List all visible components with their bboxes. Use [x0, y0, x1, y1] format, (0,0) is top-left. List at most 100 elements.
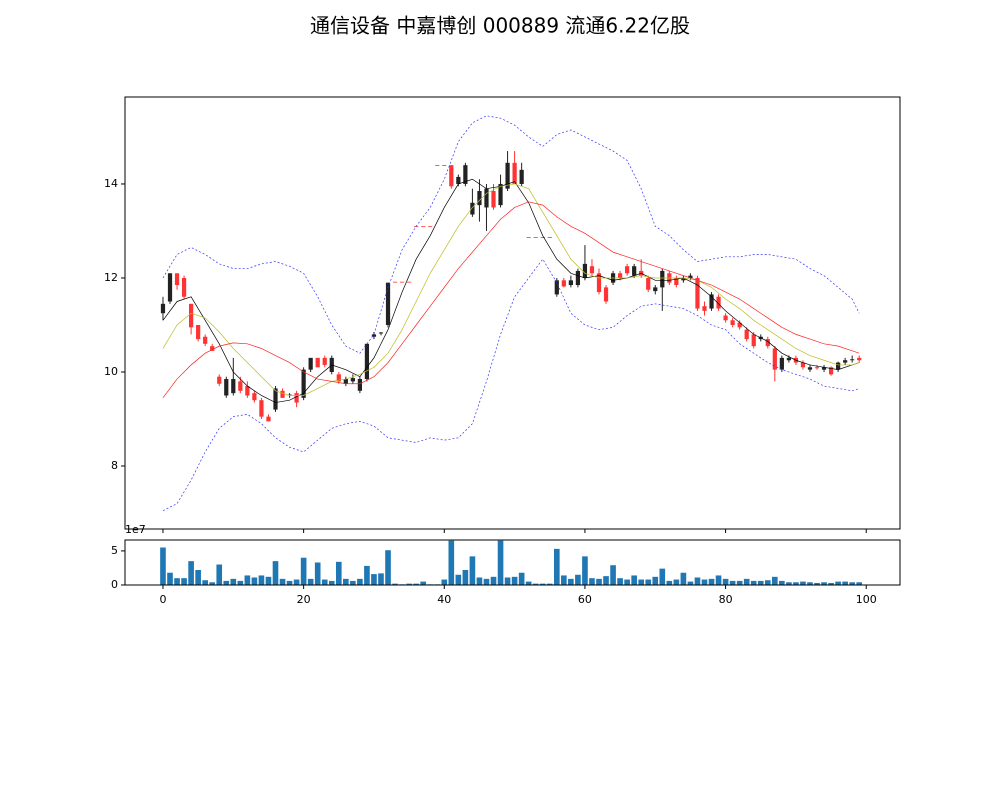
x-tick-label: 100: [856, 593, 877, 606]
volume-bar: [518, 572, 525, 585]
volume-bar: [420, 581, 426, 585]
volume-bar: [610, 565, 616, 585]
volume-bar: [223, 580, 230, 585]
candle-body: [688, 275, 693, 278]
volume-bar: [167, 572, 173, 585]
candle-body: [617, 273, 623, 278]
volume-bar: [237, 580, 244, 585]
candle-body: [807, 367, 813, 370]
candle-body: [470, 202, 475, 215]
volume-bar: [216, 564, 223, 585]
candle-body: [484, 188, 489, 208]
candle-body: [477, 191, 482, 206]
candle-body: [843, 360, 848, 363]
volume-bar: [364, 565, 370, 585]
y-tick-label: 12: [104, 271, 118, 284]
candle-body: [322, 357, 327, 365]
volume-bar: [314, 562, 321, 585]
volume-bar: [343, 578, 349, 585]
x-tick-label: 80: [719, 593, 733, 606]
indicator-line: [162, 115, 860, 354]
indicator-line: [162, 183, 860, 396]
volume-bar: [715, 575, 722, 585]
volume-bar: [385, 550, 391, 585]
candle-body: [273, 388, 278, 410]
volume-bar: [469, 556, 476, 585]
volume-bar: [589, 578, 595, 585]
candle-body: [540, 237, 545, 238]
candle-body: [737, 322, 742, 328]
candle-body: [174, 273, 180, 286]
candle-body: [308, 357, 313, 370]
volume-bar: [286, 580, 293, 585]
candle-body: [350, 378, 355, 382]
volume-bar: [835, 581, 841, 585]
candle-body: [399, 281, 405, 283]
volume-bar: [202, 580, 208, 585]
x-tick-label: 60: [578, 593, 592, 606]
volume-bar: [764, 580, 771, 585]
candle-body: [449, 165, 454, 187]
x-tick-label: 20: [297, 593, 311, 606]
candle-body: [336, 374, 341, 382]
y-tick-label: 10: [104, 365, 118, 378]
candle-body: [533, 237, 538, 238]
candle-body: [357, 379, 363, 391]
candle-body: [554, 280, 559, 295]
volume-bar: [272, 561, 279, 585]
volume-bar: [532, 583, 539, 585]
candle-body: [294, 393, 299, 403]
candle-body: [259, 400, 264, 417]
candle-body: [582, 263, 588, 278]
candle-body: [519, 169, 524, 184]
x-tick-label: 40: [437, 593, 451, 606]
volume-bar: [188, 561, 194, 585]
candle-body: [224, 379, 229, 396]
candle-body: [779, 357, 784, 370]
volume-bar: [279, 578, 286, 585]
candle-body: [371, 334, 377, 337]
volume-bar: [743, 578, 750, 585]
volume-bar: [821, 582, 827, 585]
volume-bar: [448, 540, 455, 585]
volume-bar: [230, 578, 237, 585]
candle-body: [421, 226, 426, 228]
volume-bar: [546, 583, 553, 585]
volume-bar: [378, 573, 384, 585]
indicator-line: [162, 258, 860, 511]
volume-bar: [525, 581, 532, 585]
volume-bar: [645, 579, 652, 585]
volume-bar: [504, 577, 511, 585]
candle-body: [181, 277, 187, 297]
volume-bar: [624, 579, 630, 585]
y-tick-label: 8: [111, 459, 118, 472]
candle-body: [238, 381, 243, 391]
candle-body: [575, 270, 581, 286]
candle-body: [695, 277, 700, 309]
candle-body: [315, 357, 320, 368]
candle-body: [660, 270, 665, 288]
candle-body: [836, 362, 841, 370]
candle-body: [547, 237, 552, 238]
candle-body: [674, 277, 679, 286]
candle-body: [730, 320, 735, 325]
candle-body: [512, 162, 517, 184]
volume-bar: [687, 581, 694, 585]
volume-bar: [750, 580, 757, 585]
volume-bar: [631, 575, 637, 585]
volume-bar: [209, 582, 216, 585]
candle-body: [266, 416, 271, 422]
candle-body: [252, 393, 257, 401]
volume-bar: [828, 582, 834, 585]
volume-bar: [786, 582, 792, 585]
volume-bar: [195, 570, 201, 585]
volume-bar: [673, 579, 680, 585]
candle-body: [407, 281, 412, 283]
volume-bar: [575, 574, 581, 585]
candle-body: [428, 226, 433, 228]
volume-bar: [842, 581, 848, 585]
volume-bar: [849, 582, 855, 585]
volume-bar: [490, 576, 497, 585]
